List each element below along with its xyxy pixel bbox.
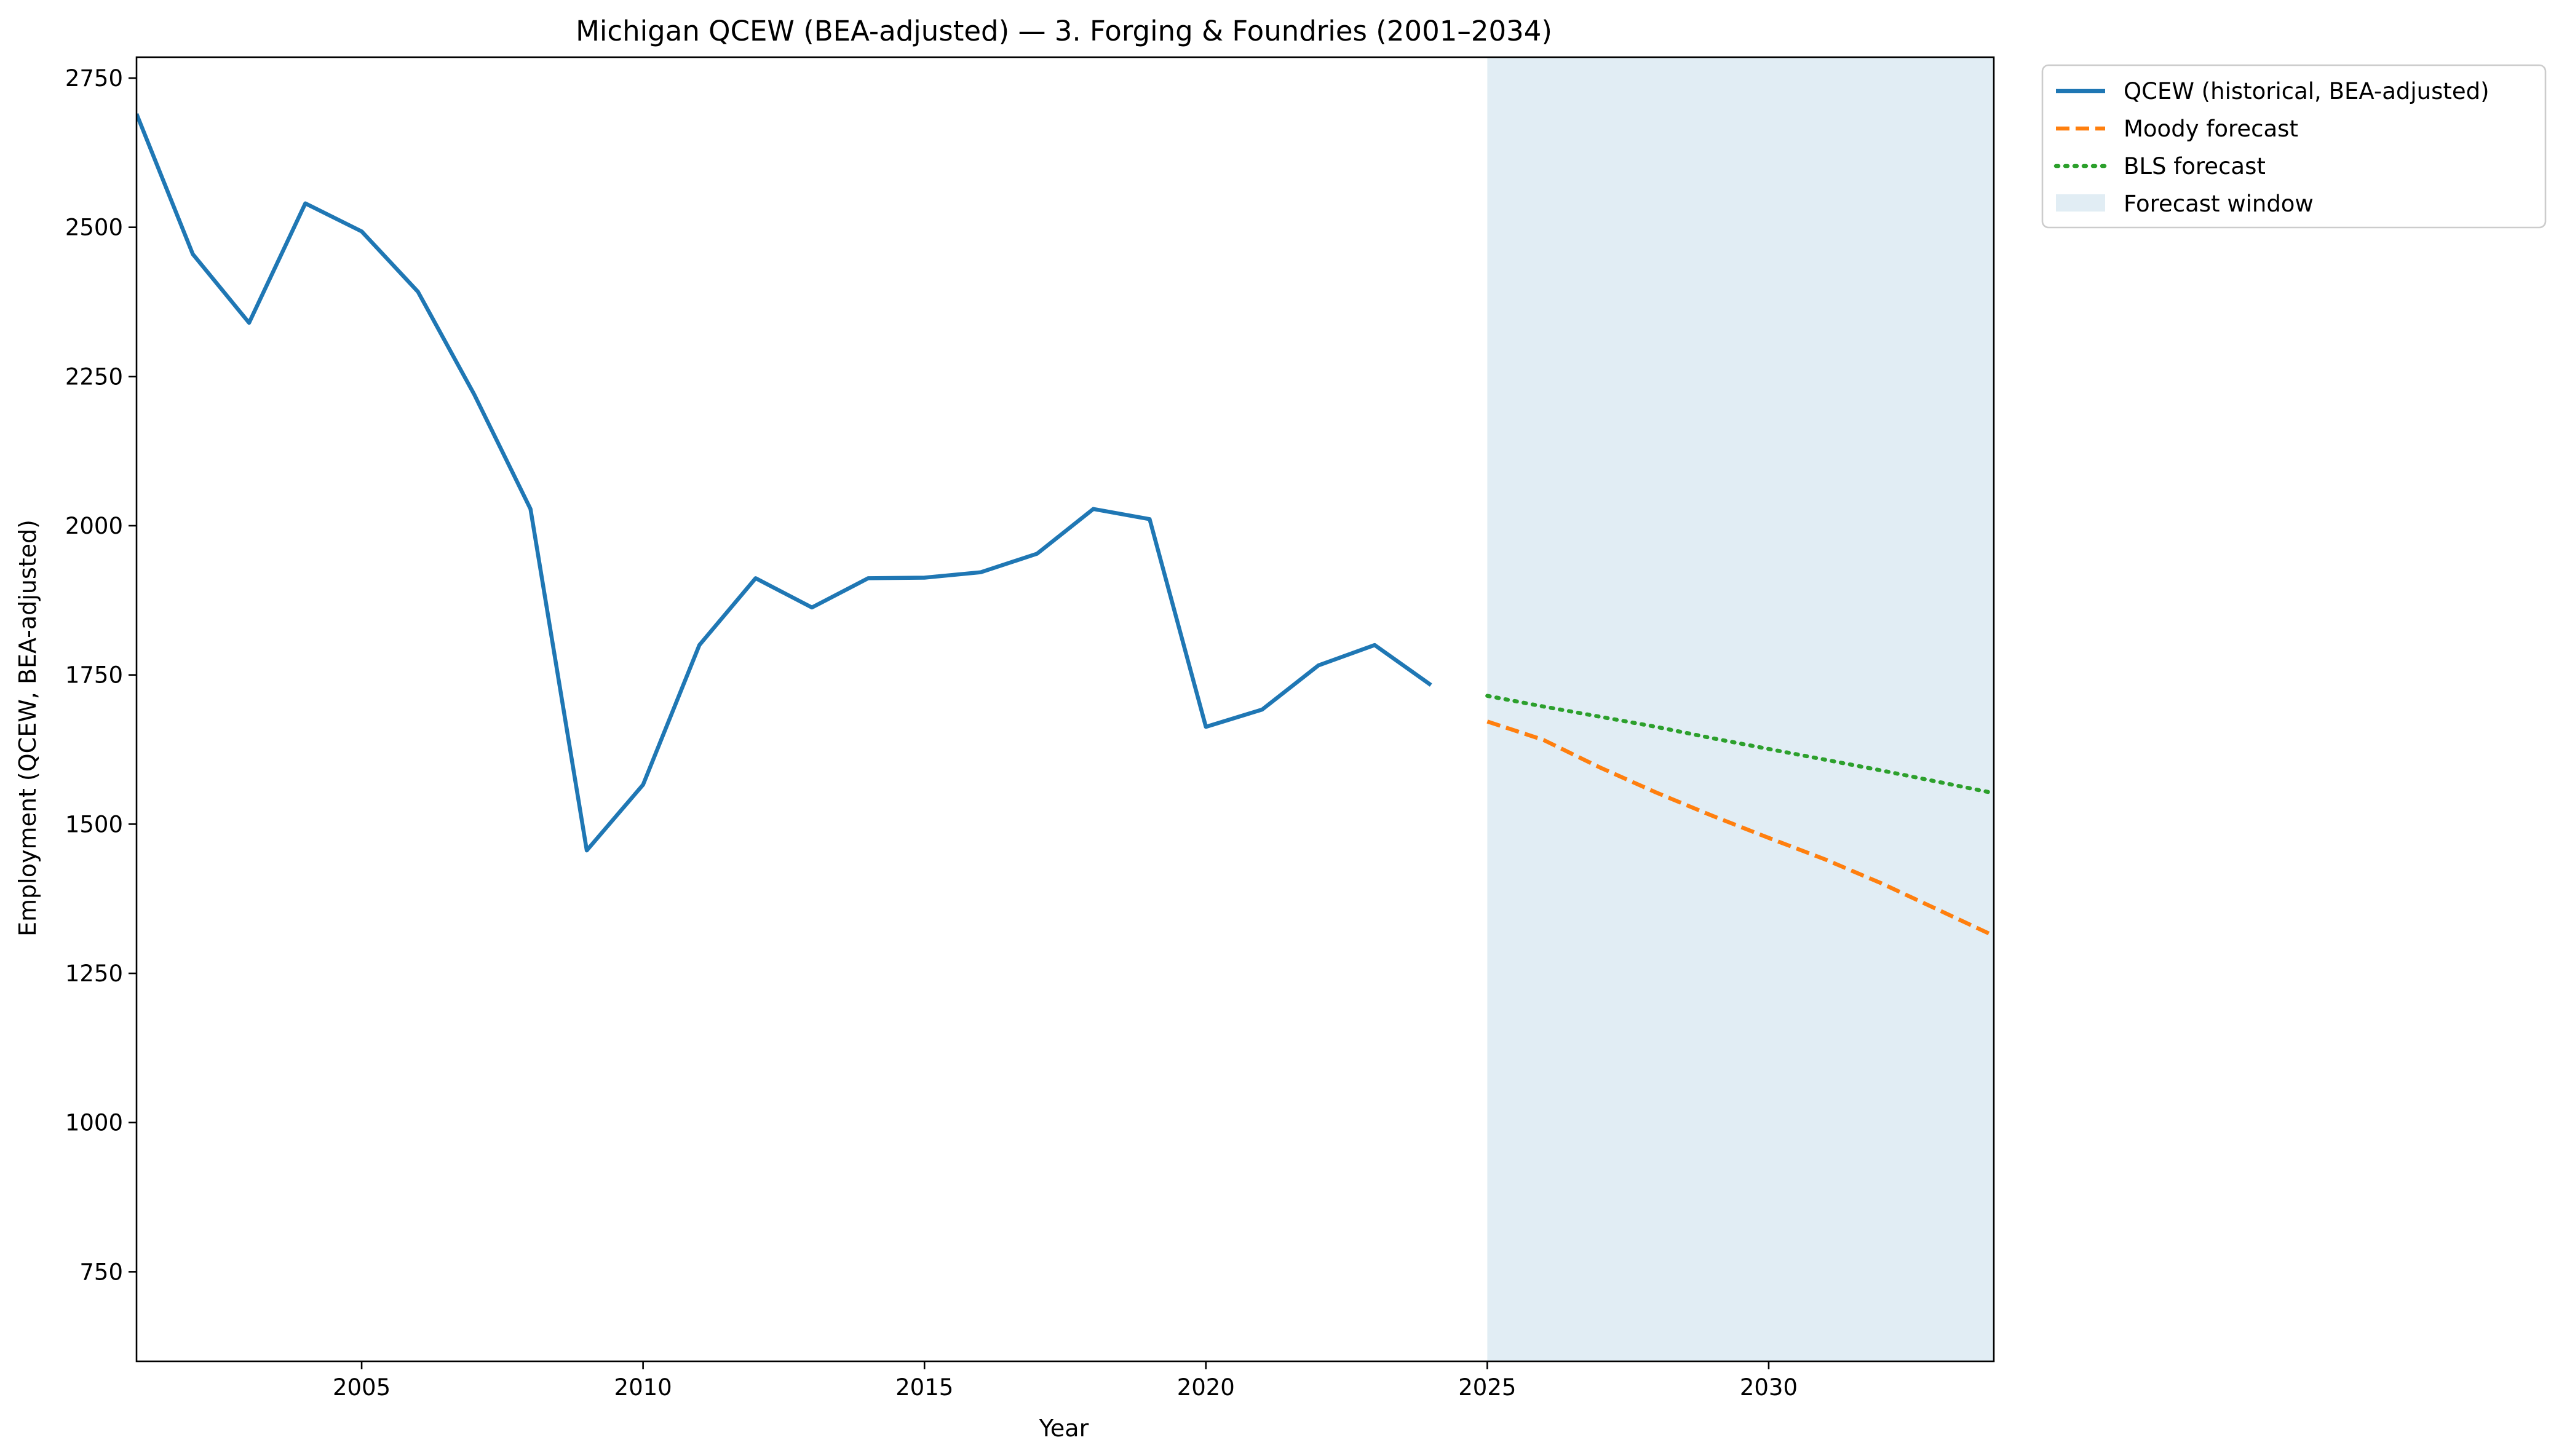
series-layer xyxy=(137,113,1994,938)
y-tick-label: 2250 xyxy=(65,363,123,390)
x-tick-label: 2025 xyxy=(1458,1374,1516,1401)
y-axis-label: Employment (QCEW, BEA-adjusted) xyxy=(14,520,41,936)
legend-box xyxy=(2041,64,2547,229)
series-line-1 xyxy=(1486,719,1994,938)
series-line-0 xyxy=(137,113,1432,853)
x-tick-label: 2010 xyxy=(614,1374,672,1401)
legend: QCEW (historical, BEA-adjusted) Moody fo… xyxy=(2041,64,2547,229)
x-tick-label: 2005 xyxy=(333,1374,391,1401)
y-axis: 750 1000 1250 1500 1750 2000 2250 2500 2750 xyxy=(65,65,137,1285)
y-tick-label: 1250 xyxy=(65,960,123,987)
legend-label-moody: Moody forecast xyxy=(2124,116,2298,142)
y-tick-label: 2000 xyxy=(65,513,123,539)
x-axis-label: Year xyxy=(1039,1415,1089,1442)
legend-label-bls: BLS forecast xyxy=(2124,153,2266,180)
legend-label-forecast-window: Forecast window xyxy=(2124,191,2314,217)
x-tick-label: 2020 xyxy=(1177,1374,1235,1401)
chart-title: Michigan QCEW (BEA-adjusted) — 3. Forgin… xyxy=(576,15,1552,47)
y-tick-label: 2500 xyxy=(65,215,123,241)
series-line-2 xyxy=(1485,694,1994,796)
legend-swatch-forecast-window xyxy=(2056,194,2105,212)
x-tick-label: 2030 xyxy=(1740,1374,1798,1401)
y-tick-label: 1750 xyxy=(65,662,123,689)
legend-label-qcew: QCEW (historical, BEA-adjusted) xyxy=(2124,78,2490,105)
y-tick-label: 1500 xyxy=(65,811,123,837)
y-tick-label: 1000 xyxy=(65,1110,123,1136)
x-tick-label: 2015 xyxy=(895,1374,953,1401)
plot-frame xyxy=(135,56,1995,1363)
forecast-window-band xyxy=(1487,57,1994,1361)
y-tick-label: 2750 xyxy=(65,65,123,92)
y-tick-label: 750 xyxy=(79,1259,123,1285)
x-axis: 2005 2010 2015 2020 2025 2030 xyxy=(333,1361,1798,1401)
